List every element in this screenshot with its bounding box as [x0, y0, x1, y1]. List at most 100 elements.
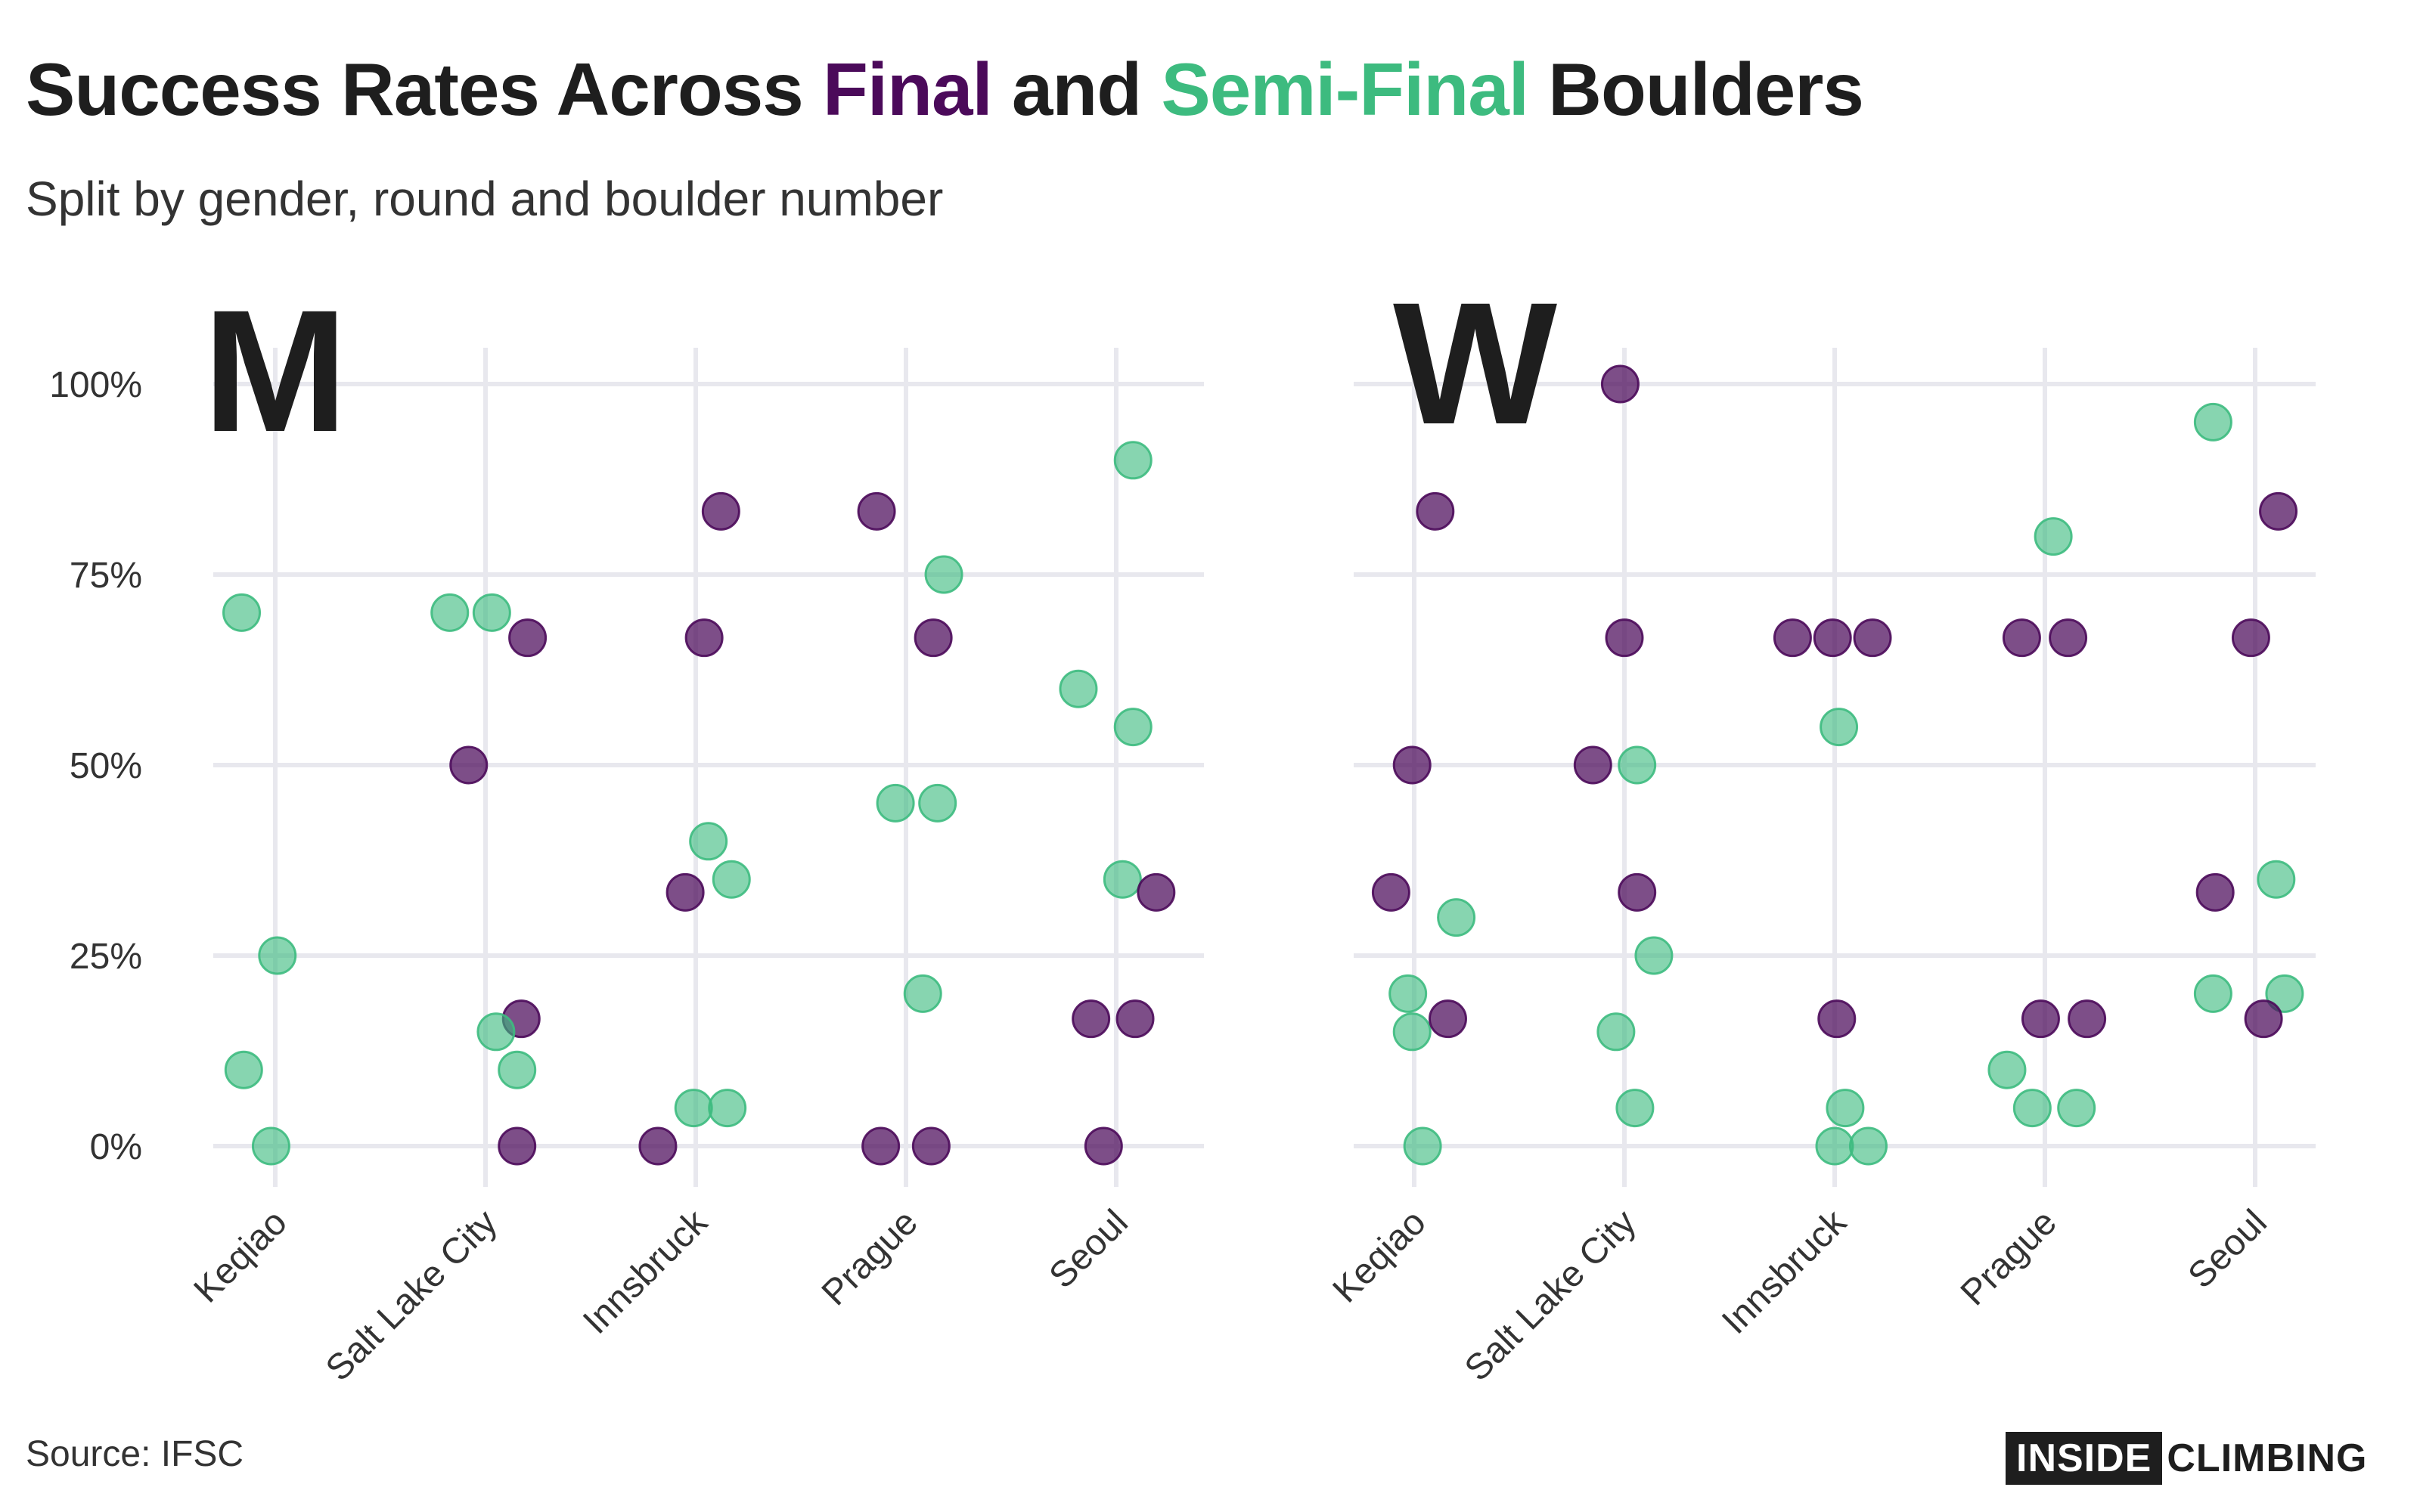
panel-w: Keqiao Salt Lake City Innsbruck Prague Seoul… [1326, 266, 2316, 1389]
point-semi-final [1392, 1012, 1432, 1052]
chart-title: Success Rates Across Final and Semi-Fina… [26, 47, 1864, 132]
point-final [2259, 491, 2298, 531]
point-semi-final [1615, 1089, 1655, 1128]
point-final [1605, 618, 1644, 658]
point-final [1137, 872, 1176, 912]
point-final [1392, 745, 1432, 785]
chart-subtitle: Split by gender, round and boulder numbe… [26, 172, 944, 226]
point-semi-final [708, 1089, 747, 1128]
point-final [1817, 999, 1857, 1039]
brand-logo-inside: INSIDE [2005, 1432, 2163, 1485]
point-semi-final [1820, 708, 1859, 747]
point-final [2049, 618, 2088, 658]
point-final [1084, 1126, 1123, 1166]
point-final [684, 618, 724, 658]
point-semi-final [1618, 745, 1657, 785]
x-tick-label: Keqiao [1326, 1202, 1434, 1310]
point-semi-final [1059, 669, 1098, 708]
brand-logo: INSIDE CLIMBING [2005, 1432, 2368, 1485]
title-prefix: Success Rates Across [26, 48, 823, 131]
point-final [498, 1126, 537, 1166]
point-semi-final [1113, 441, 1153, 480]
x-tick-label: Salt Lake City [318, 1202, 505, 1389]
point-final [638, 1126, 678, 1166]
point-final [2021, 999, 2060, 1039]
x-tick-label: Innsbruck [1714, 1202, 1854, 1342]
point-semi-final [2257, 860, 2296, 899]
point-final [2195, 872, 2235, 912]
point-final [2068, 999, 2107, 1039]
point-semi-final [918, 783, 957, 823]
point-semi-final [2057, 1089, 2096, 1128]
point-final [2002, 618, 2041, 658]
point-final [1573, 745, 1612, 785]
x-tick-label: Seoul [2180, 1202, 2274, 1296]
point-semi-final [2265, 974, 2304, 1013]
point-semi-final [476, 1012, 516, 1052]
point-semi-final [1815, 1126, 1854, 1166]
point-final [1428, 999, 1467, 1039]
point-semi-final [1826, 1089, 1865, 1128]
point-semi-final [251, 1126, 290, 1166]
point-final [1773, 618, 1812, 658]
point-final [857, 491, 896, 531]
point-semi-final [498, 1050, 537, 1089]
point-semi-final [2193, 402, 2232, 442]
title-and: and [991, 48, 1162, 131]
x-tick-label: Prague [1953, 1202, 2065, 1313]
point-final [1371, 872, 1410, 912]
point-semi-final [472, 593, 511, 632]
point-semi-final [1388, 974, 1428, 1013]
point-semi-final [1103, 860, 1142, 899]
point-final [449, 745, 489, 785]
point-final [1618, 872, 1657, 912]
point-final [1853, 618, 1892, 658]
point-semi-final [903, 974, 942, 1013]
x-tick-label: Innsbruck [576, 1202, 715, 1342]
y-tick-label: 75% [70, 556, 142, 596]
point-final [911, 1126, 951, 1166]
y-tick-label: 100% [49, 365, 142, 405]
point-final [914, 618, 953, 658]
panel-label-m: M [203, 274, 348, 468]
point-semi-final [222, 593, 262, 632]
x-tick-label: Seoul [1041, 1202, 1135, 1296]
x-tick-label: Salt Lake City [1457, 1202, 1644, 1389]
point-semi-final [1848, 1126, 1888, 1166]
point-semi-final [1987, 1050, 2027, 1089]
point-final [1115, 999, 1155, 1039]
point-semi-final [2193, 974, 2232, 1013]
point-final [2244, 999, 2283, 1039]
x-tick-label: Keqiao [187, 1202, 295, 1310]
point-final [508, 618, 548, 658]
point-final [701, 491, 740, 531]
point-semi-final [1403, 1126, 1442, 1166]
y-tick-label: 0% [90, 1127, 142, 1167]
brand-logo-climbing: CLIMBING [2167, 1436, 2368, 1480]
point-final [1416, 491, 1455, 531]
point-final [2231, 618, 2270, 658]
title-suffix: Boulders [1528, 48, 1864, 131]
x-tick-label: Prague [814, 1202, 926, 1313]
point-final [1600, 364, 1640, 404]
y-tick-label: 25% [70, 937, 142, 977]
point-final [861, 1126, 901, 1166]
point-semi-final [224, 1050, 263, 1089]
point-semi-final [674, 1089, 713, 1128]
point-semi-final [2012, 1089, 2052, 1128]
point-final [1813, 618, 1852, 658]
point-final [666, 872, 705, 912]
point-semi-final [712, 860, 751, 899]
panel-label-w: W [1393, 266, 1557, 460]
source-note: Source: IFSC [26, 1434, 244, 1474]
title-final: Final [823, 48, 993, 131]
title-semifinal: Semi-Final [1161, 48, 1529, 131]
point-semi-final [1437, 898, 1476, 937]
point-final [1072, 999, 1111, 1039]
point-semi-final [2034, 517, 2073, 556]
point-semi-final [1113, 708, 1153, 747]
y-tick-label: 50% [70, 746, 142, 786]
point-semi-final [876, 783, 915, 823]
point-semi-final [1634, 936, 1674, 975]
